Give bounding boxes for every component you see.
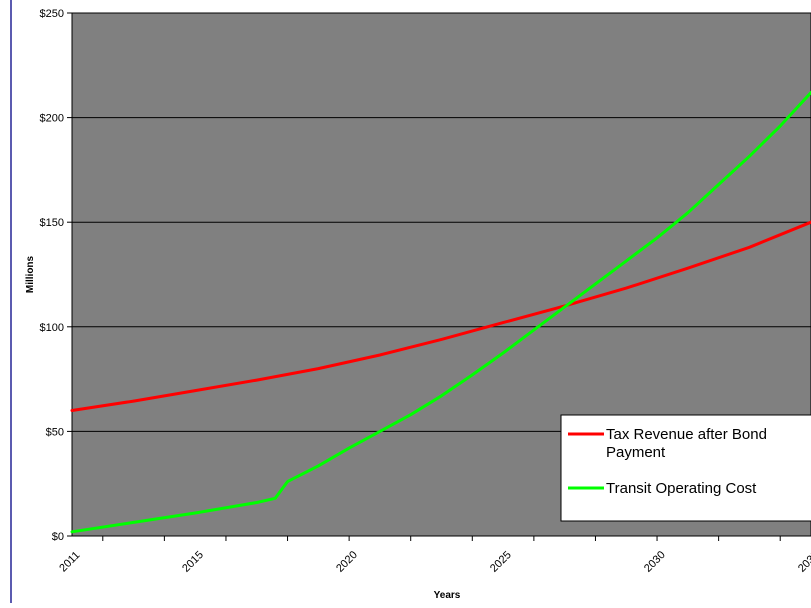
x-axis-title: Years xyxy=(434,590,461,601)
page-frame-border xyxy=(10,0,12,603)
series-1-point-17 xyxy=(655,236,659,240)
series-0-point-5 xyxy=(378,353,382,357)
series-0-point-9 xyxy=(625,286,628,290)
x-tick-label-3: 2025 xyxy=(488,549,514,575)
y-tick-label-2: $100 xyxy=(40,322,64,334)
x-tick-label-4: 2030 xyxy=(642,549,668,575)
series-0-point-0 xyxy=(70,409,74,412)
series-lines xyxy=(70,91,811,534)
series-1-point-14 xyxy=(563,305,566,309)
series-0-point-4 xyxy=(317,367,320,370)
gridlines xyxy=(72,12,811,432)
series-1-point-3 xyxy=(255,501,258,504)
y-axis-title: Millions xyxy=(25,255,36,293)
series-1-point-10 xyxy=(440,394,443,398)
series-1-point-0 xyxy=(70,530,74,534)
series-1-point-4 xyxy=(274,497,277,500)
series-1-point-6 xyxy=(317,464,320,468)
series-1-point-18 xyxy=(686,211,690,214)
series-1-point-16 xyxy=(625,259,628,263)
series-1-point-9 xyxy=(409,413,412,416)
legend: Tax Revenue after Bond Payment Transit Ope… xyxy=(560,414,811,522)
series-0-point-10 xyxy=(686,267,690,270)
y-tick-label-5: $250 xyxy=(40,8,64,20)
y-tick-label-3: $150 xyxy=(40,217,64,229)
series-1-point-13 xyxy=(532,328,536,332)
series-0-point-7 xyxy=(501,321,505,324)
legend-label-1: Transit Operating Cost xyxy=(606,480,757,497)
series-0-point-6 xyxy=(440,338,443,341)
y-tick-label-1: $50 xyxy=(46,426,64,438)
x-tick-label-0: 2011 xyxy=(57,549,82,574)
series-1-point-21 xyxy=(779,124,782,128)
x-tick-label-2: 2020 xyxy=(334,549,360,575)
series-1-point-7 xyxy=(347,446,351,450)
series-1-point-11 xyxy=(471,373,474,377)
series-0-point-1 xyxy=(132,399,135,403)
series-1-point-15 xyxy=(594,282,597,286)
legend-label-0: Tax Revenue after Bond Payment xyxy=(606,426,767,461)
series-0-point-2 xyxy=(193,389,197,392)
series-1-point-8 xyxy=(378,430,382,433)
series-1-point-20 xyxy=(748,155,751,158)
series-0-point-3 xyxy=(255,378,258,382)
series-1-point-1 xyxy=(132,521,135,524)
series-1-point-19 xyxy=(717,183,720,186)
x-tick-label-1: 2015 xyxy=(180,549,206,575)
series-0-point-11 xyxy=(748,246,751,249)
series-1-point-12 xyxy=(501,351,505,355)
x-tick-label-5: 2035 xyxy=(796,549,811,575)
y-tick-label-0: $0 xyxy=(52,531,64,543)
series-1-point-5 xyxy=(286,480,289,483)
y-tick-label-4: $200 xyxy=(40,113,64,125)
series-1-point-2 xyxy=(193,511,197,515)
